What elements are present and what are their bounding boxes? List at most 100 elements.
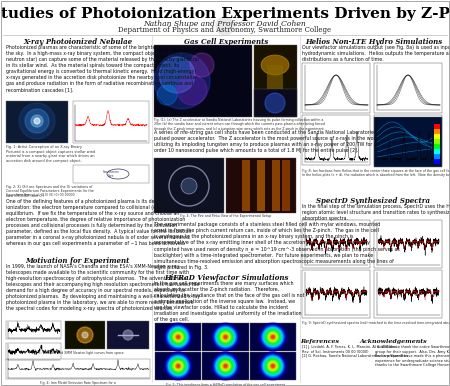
Bar (257, 160, 265, 211)
Circle shape (157, 85, 177, 105)
Text: Fig. 4: The Pint and Pintu View of the Experimental Setup: Fig. 4: The Pint and Pintu View of the E… (180, 214, 272, 218)
Bar (302, 220, 370, 268)
Circle shape (168, 356, 188, 376)
Bar (434, 144, 440, 149)
Bar (6, 321, 61, 339)
Circle shape (25, 109, 49, 133)
Text: In the final step of the simulation process, SpectrD uses the Helios output and
: In the final step of the simulation proc… (302, 204, 450, 221)
Bar (254, 45, 297, 117)
Circle shape (224, 335, 227, 339)
Bar (434, 149, 440, 154)
Circle shape (266, 359, 280, 373)
Circle shape (212, 323, 239, 351)
Circle shape (159, 57, 195, 93)
Circle shape (261, 326, 284, 348)
Circle shape (176, 363, 181, 369)
Circle shape (19, 103, 55, 139)
Circle shape (164, 352, 192, 380)
Bar (434, 134, 440, 139)
Ellipse shape (261, 55, 289, 75)
Circle shape (172, 361, 184, 372)
Text: Fig. 9: SpectrD synthesized spectra (red) matched to the time-resolved time-inte: Fig. 9: SpectrD synthesized spectra (red… (302, 321, 450, 325)
Circle shape (82, 332, 88, 338)
Circle shape (263, 356, 283, 376)
Circle shape (216, 17, 234, 35)
Circle shape (168, 327, 188, 347)
Circle shape (181, 178, 197, 194)
Text: SpectrD Synthesized Spectra: SpectrD Synthesized Spectra (316, 197, 431, 205)
Text: Swarthmore
Core: Swarthmore Core (103, 170, 119, 178)
Bar (155, 323, 201, 351)
Text: Our viewfactor simulations output (see Fig. 8a) is used as input for the non-LTE: Our viewfactor simulations output (see F… (302, 45, 450, 62)
Text: Nathan Shupe and Professor David Cohen: Nathan Shupe and Professor David Cohen (144, 20, 306, 28)
Circle shape (213, 354, 238, 379)
Circle shape (270, 363, 276, 369)
Circle shape (220, 361, 231, 372)
Circle shape (265, 328, 281, 345)
Text: Photoionized plasmas are characteristic of some of the brightest x-ray sources i: Photoionized plasmas are characteristic … (6, 45, 199, 92)
Circle shape (164, 323, 192, 351)
Bar (254, 89, 297, 117)
Bar (302, 63, 370, 113)
Circle shape (223, 334, 228, 340)
Bar (302, 115, 370, 165)
Bar (107, 321, 149, 349)
Circle shape (154, 53, 210, 109)
Bar (434, 129, 440, 134)
Bar (65, 321, 105, 349)
Circle shape (167, 355, 189, 377)
Text: Fig. 2: Xi (Xi) are Spectrum and the Xi variations of
Coronal Equilibrium Parame: Fig. 2: Xi (Xi) are Spectrum and the Xi … (6, 185, 94, 198)
Text: One of the defining features of a photoionized plasma is its degree of
ionizatio: One of the defining features of a photoi… (6, 199, 192, 246)
Circle shape (219, 330, 233, 344)
Bar (434, 154, 440, 159)
Circle shape (263, 327, 283, 347)
Circle shape (170, 328, 187, 345)
Circle shape (172, 332, 184, 343)
Circle shape (224, 365, 227, 367)
Text: A series of nfe-string gas cell shots have been conducted at the Sandia National: A series of nfe-string gas cell shots ha… (154, 130, 381, 153)
Bar (242, 160, 250, 211)
Circle shape (213, 324, 238, 350)
Circle shape (259, 323, 287, 351)
Bar (267, 65, 283, 95)
Circle shape (267, 361, 279, 372)
Bar (226, 158, 296, 213)
Circle shape (123, 330, 133, 340)
Text: Fig. 1: Artist Conception of an X-ray Binary
Pictured is a compact object captur: Fig. 1: Artist Conception of an X-ray Bi… (6, 145, 95, 163)
Circle shape (166, 354, 191, 379)
Circle shape (214, 326, 237, 348)
Circle shape (217, 328, 234, 345)
Circle shape (223, 363, 228, 369)
Bar (434, 139, 440, 144)
Circle shape (216, 327, 235, 347)
Circle shape (269, 362, 277, 370)
Bar (6, 101, 68, 143)
Circle shape (177, 335, 180, 339)
Circle shape (174, 362, 182, 370)
Circle shape (176, 334, 181, 340)
Bar (374, 220, 442, 268)
Circle shape (220, 332, 231, 343)
Text: Helios Non-LTE Hydro Simulations: Helios Non-LTE Hydro Simulations (305, 38, 442, 46)
Bar (250, 323, 296, 351)
Bar (374, 270, 442, 318)
Bar (6, 343, 61, 361)
Text: Fig. 4: Iron Model Emission Rate Spectrum for a
Photoionized Plasma and a the Co: Fig. 4: Iron Model Emission Rate Spectru… (40, 381, 116, 386)
Circle shape (34, 118, 40, 124)
Text: HiFRaD Viewfactor Simulations: HiFRaD Viewfactor Simulations (164, 274, 288, 282)
Text: X-ray Photoionized Nebulae: X-ray Photoionized Nebulae (23, 38, 132, 46)
Bar (434, 159, 440, 164)
Bar (202, 352, 249, 380)
Circle shape (216, 356, 235, 376)
Circle shape (270, 334, 276, 340)
Circle shape (271, 335, 274, 339)
Bar (155, 352, 201, 380)
Bar (154, 158, 224, 213)
Circle shape (167, 326, 189, 348)
Text: Fig. 3: Chandra and XMM Newton light curves from space: Fig. 3: Chandra and XMM Newton light cur… (32, 351, 123, 355)
Circle shape (266, 330, 280, 344)
Text: Fig. 5: This irradiance from a HiFRaD simulation of the gas cell experiment: Fig. 5: This irradiance from a HiFRaD si… (166, 383, 286, 386)
Bar (282, 160, 290, 211)
Circle shape (212, 352, 239, 380)
Text: Modeling Studies of Photoionization Experiments Driven by Z-Pinch X-rays: Modeling Studies of Photoionization Expe… (0, 7, 450, 21)
